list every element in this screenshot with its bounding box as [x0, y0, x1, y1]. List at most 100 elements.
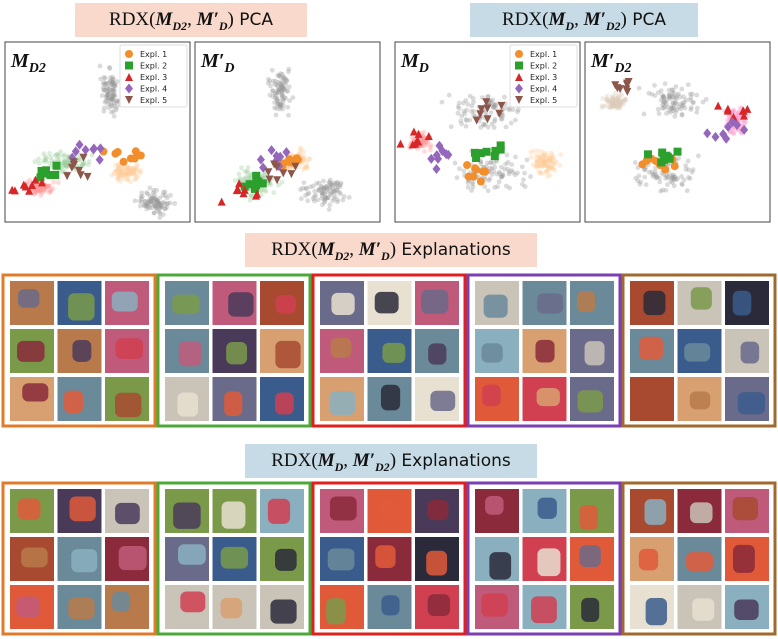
t: M′: [358, 239, 382, 260]
point: [680, 103, 685, 109]
point: [151, 196, 157, 201]
point: [128, 170, 134, 176]
point: [521, 177, 526, 183]
point: [548, 159, 554, 165]
thumbnail-detail: [732, 290, 752, 316]
thumbnail-detail: [378, 498, 401, 519]
point: [121, 172, 127, 178]
point: [54, 152, 60, 158]
point: [493, 102, 499, 108]
point: [116, 175, 122, 180]
point: [493, 105, 499, 111]
point: [164, 201, 170, 207]
point: [283, 81, 288, 87]
point: [679, 112, 685, 117]
point: [650, 173, 656, 179]
point: [105, 95, 111, 101]
point: [537, 160, 542, 166]
point: [279, 179, 285, 185]
point: [159, 201, 165, 206]
point: [491, 101, 497, 107]
point: [326, 179, 332, 185]
point: [134, 166, 139, 172]
point: [334, 187, 340, 193]
point: [609, 101, 615, 107]
point: [244, 174, 249, 180]
point: [154, 187, 160, 193]
t: RDX(: [502, 9, 549, 30]
point: [334, 180, 340, 186]
marker: [711, 131, 720, 142]
point: [39, 186, 44, 192]
thumbnail-detail: [275, 392, 294, 415]
point: [275, 83, 281, 89]
point: [149, 205, 154, 211]
thumbnail-detail: [375, 545, 396, 569]
point: [338, 180, 344, 186]
point: [541, 159, 547, 165]
point: [285, 104, 291, 110]
point: [148, 199, 154, 205]
point: [113, 100, 119, 106]
point: [300, 185, 306, 191]
point: [324, 187, 330, 193]
point: [37, 188, 43, 194]
point: [332, 188, 337, 194]
point: [101, 87, 107, 93]
point: [121, 172, 127, 178]
point: [616, 103, 622, 109]
point: [103, 98, 109, 104]
marker: [125, 61, 133, 70]
point: [619, 99, 624, 104]
point: [341, 194, 347, 199]
point: [265, 80, 271, 86]
point: [646, 90, 652, 96]
point: [610, 103, 616, 109]
point: [671, 106, 677, 112]
point: [493, 102, 499, 108]
point: [304, 165, 310, 171]
point: [485, 93, 491, 99]
point: [32, 191, 37, 197]
point: [470, 181, 475, 187]
point: [613, 90, 618, 96]
point: [298, 196, 304, 202]
point: [117, 178, 123, 184]
point: [126, 170, 132, 175]
point: [42, 154, 48, 160]
point: [488, 110, 494, 115]
point: [671, 183, 677, 189]
explanation-group: [466, 481, 622, 636]
point: [106, 105, 112, 111]
point: [533, 164, 539, 170]
point: [599, 105, 605, 110]
thumbnail-detail: [224, 391, 243, 417]
point: [670, 100, 676, 105]
point: [682, 99, 688, 105]
t: D2: [375, 459, 390, 474]
point: [510, 170, 516, 175]
point: [125, 166, 131, 172]
point: [674, 101, 680, 107]
point: [157, 205, 163, 211]
point: [105, 92, 111, 98]
point: [278, 101, 284, 107]
point: [277, 103, 283, 109]
thumbnail-detail: [732, 544, 755, 573]
point: [656, 175, 662, 181]
point: [47, 160, 53, 166]
marker: [714, 101, 723, 110]
point: [552, 161, 557, 167]
point: [304, 159, 310, 165]
thumbnail-detail: [428, 343, 447, 365]
point: [690, 99, 696, 105]
point: [703, 96, 709, 102]
point: [618, 102, 623, 107]
point: [126, 169, 132, 174]
point: [660, 94, 666, 100]
point: [280, 102, 286, 108]
point: [498, 174, 504, 180]
point: [34, 182, 40, 188]
